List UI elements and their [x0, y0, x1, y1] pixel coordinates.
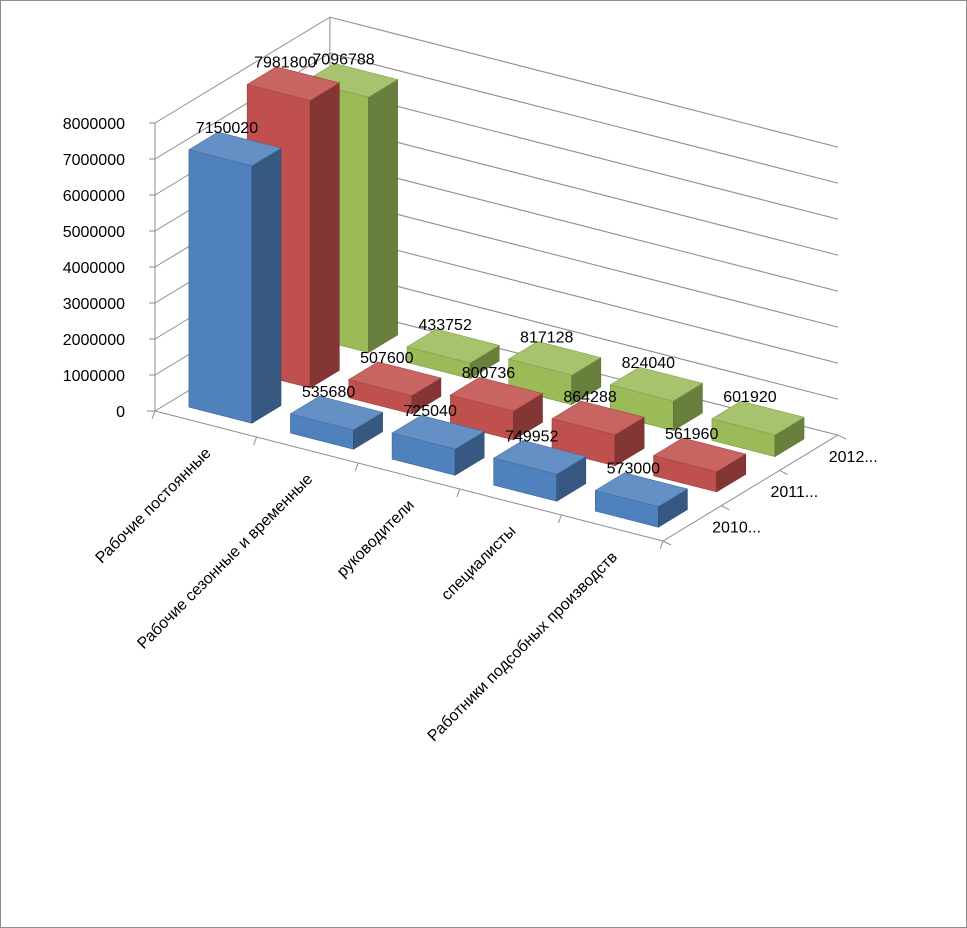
bar: [507, 341, 602, 406]
bar: [652, 437, 747, 493]
bar-top-face: [406, 328, 500, 364]
series-axis-label: 2011...: [770, 484, 818, 501]
data-label: 7981800: [254, 55, 316, 72]
z-tick-mark: [779, 469, 788, 475]
bar-top-face: [289, 395, 384, 431]
bar-top-face: [609, 366, 704, 402]
z-tick-mark: [662, 540, 672, 546]
bar: [551, 400, 645, 467]
bar-front-face: [188, 149, 253, 424]
data-label: 507600: [360, 350, 413, 367]
x-tick-mark: [354, 462, 359, 472]
category-axis: [154, 410, 664, 542]
y-tick-label: 3000000: [63, 296, 125, 313]
data-label: 817128: [520, 329, 573, 346]
bar-top-face: [304, 63, 399, 98]
y-tick-label: 8000000: [63, 116, 125, 133]
bar-side-face: [368, 78, 398, 354]
y-tick-label: 2000000: [63, 332, 125, 349]
y-tick-label: 4000000: [63, 260, 125, 277]
z-tick-mark: [837, 434, 847, 440]
bar-top-face: [711, 400, 805, 436]
x-tick-mark: [151, 410, 156, 420]
bar-top-face: [391, 415, 485, 450]
y-tick-label: 6000000: [63, 188, 125, 205]
bar: [492, 440, 587, 502]
data-label: 7096788: [312, 51, 374, 68]
data-label: 601920: [723, 389, 776, 406]
x-tick-mark: [456, 488, 461, 498]
bar-top-face: [652, 437, 747, 473]
series-axis: [662, 434, 839, 542]
bar-top-face: [188, 131, 282, 167]
bar-top-face: [246, 66, 341, 101]
bar: [711, 400, 805, 458]
bar: [289, 395, 384, 450]
y-tick-label: 1000000: [63, 368, 125, 385]
data-label: 7150020: [196, 120, 258, 137]
y-tick-label: 0: [116, 404, 125, 421]
data-label: 561960: [665, 426, 718, 443]
bar-top-face: [348, 361, 442, 397]
x-tick-mark: [253, 436, 258, 446]
bar-top-face: [551, 400, 645, 436]
bar: [594, 472, 689, 528]
series-axis-label: 2012...: [829, 449, 878, 466]
x-tick-mark: [557, 514, 562, 524]
bar-top-face: [507, 341, 602, 376]
data-label: 749952: [505, 428, 558, 445]
bar: [406, 328, 500, 380]
x-tick-mark: [659, 540, 664, 550]
bar: [188, 131, 282, 424]
bar: [391, 415, 485, 476]
data-label: 535680: [302, 384, 355, 401]
bar-side-face: [309, 82, 340, 389]
z-tick-mark: [721, 505, 730, 511]
bar-top-face: [492, 440, 587, 475]
data-label: 864288: [563, 389, 616, 406]
y-tick-label: 7000000: [63, 152, 125, 169]
series-axis-label: 2010...: [712, 519, 761, 536]
bar-side-face: [251, 147, 282, 424]
bar: [449, 376, 544, 441]
data-label: 800736: [462, 365, 515, 382]
bar: [348, 361, 442, 415]
data-label: 573000: [607, 461, 660, 478]
bar-top-face: [449, 376, 544, 412]
data-label: 824040: [622, 355, 675, 372]
data-label: 725040: [403, 403, 456, 420]
bar-top-face: [594, 472, 689, 507]
bar: [609, 366, 704, 432]
y-tick-label: 5000000: [63, 224, 125, 241]
data-label: 433752: [418, 317, 471, 334]
